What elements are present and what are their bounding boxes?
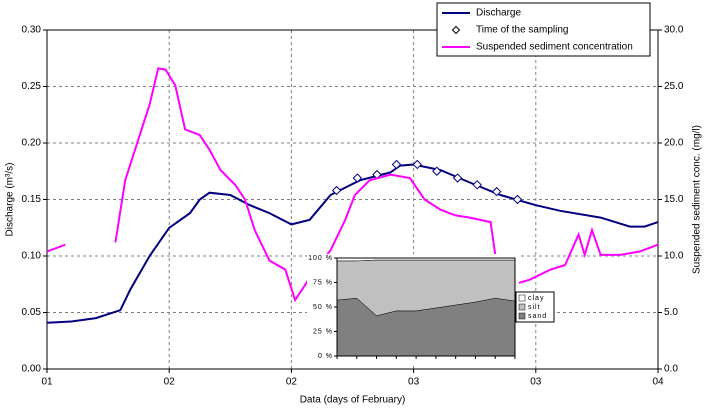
inset-legend-label: clay xyxy=(528,295,544,302)
sampling-marker xyxy=(432,166,442,176)
series-line xyxy=(46,163,659,324)
legend-label: Suspended sediment concentration xyxy=(476,42,633,53)
y-tick-label: 0.10 xyxy=(22,251,42,262)
y-tick-label: 0.20 xyxy=(22,138,42,149)
series-line xyxy=(46,67,659,303)
y2-tick-label: 30.0 xyxy=(664,25,684,36)
inset-y-tick-label: 25 % xyxy=(313,328,333,335)
x-tick-label: 02 xyxy=(164,377,176,388)
y2-tick-label: 5.0 xyxy=(664,307,678,318)
inset-legend-swatch xyxy=(518,294,526,302)
x-axis-title: Data (days of February) xyxy=(300,395,406,406)
y2-tick-label: 20.0 xyxy=(664,138,684,149)
inset-y-tick-label: 75 % xyxy=(313,279,333,286)
y-tick-label: 0.30 xyxy=(22,25,42,36)
inset-chart: 0 % 25 % 50 % 75 % 100 % clay silt sand xyxy=(307,254,555,364)
inset-legend-label: sand xyxy=(528,313,547,320)
y-tick-label: 0.00 xyxy=(22,364,42,375)
inset-legend-swatch xyxy=(518,303,526,311)
y2-tick-label: 25.0 xyxy=(664,81,684,92)
legend-label: Discharge xyxy=(476,8,521,19)
sampling-marker xyxy=(391,159,402,170)
legend-label: Time of the sampling xyxy=(476,25,568,36)
x-tick-label: 02 xyxy=(286,377,298,388)
sampling-marker xyxy=(412,159,422,170)
y2-tick-label: 0.0 xyxy=(664,364,678,375)
inset-y-tick-label: 50 % xyxy=(313,304,333,311)
inset-legend-swatch xyxy=(518,312,526,320)
legend-box xyxy=(436,2,651,57)
x-tick-label: 04 xyxy=(652,377,664,388)
y2-axis-title: Suspended sediment conc. (mg/l) xyxy=(692,125,703,274)
sampling-marker xyxy=(491,186,502,197)
inset-y-tick-label: 0 % xyxy=(318,353,333,360)
y-tick-label: 0.15 xyxy=(22,194,42,205)
y-tick-label: 0.25 xyxy=(22,81,42,92)
inset-y-tick-label: 100 % xyxy=(308,255,333,262)
y2-tick-label: 10.0 xyxy=(664,251,684,262)
legend-marker xyxy=(451,25,461,35)
y-tick-label: 0.05 xyxy=(22,307,42,318)
inset-legend-label: silt xyxy=(528,304,541,311)
sampling-marker xyxy=(512,194,523,205)
sampling-marker xyxy=(472,180,482,190)
x-tick-label: 03 xyxy=(408,377,420,388)
y-axis-title: Discharge (m³/s) xyxy=(5,163,16,237)
sampling-marker xyxy=(452,173,463,183)
y2-tick-label: 15.0 xyxy=(664,194,684,205)
inset-frame xyxy=(336,257,516,357)
sampling-marker xyxy=(352,173,363,183)
plot-frame xyxy=(46,29,659,370)
sampling-marker xyxy=(331,185,342,196)
x-tick-label: 01 xyxy=(41,377,53,388)
x-tick-label: 03 xyxy=(530,377,542,388)
